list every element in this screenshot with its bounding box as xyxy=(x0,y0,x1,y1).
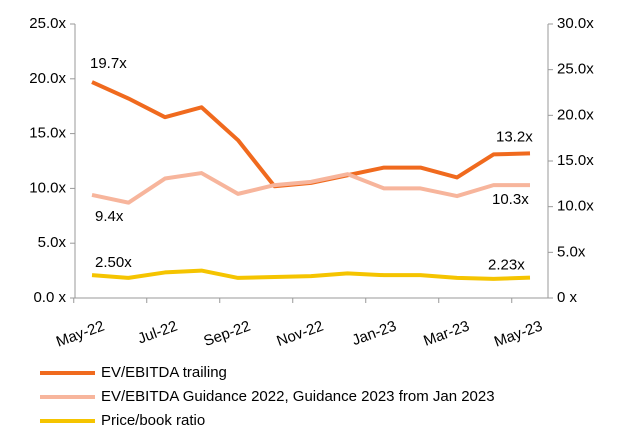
series-line xyxy=(91,268,531,281)
data-label: 2.50x xyxy=(95,254,132,271)
x-tick-label: Sep-22 xyxy=(201,318,252,351)
data-label: 13.2x xyxy=(496,128,533,145)
x-tick-label: May-23 xyxy=(492,318,545,351)
data-label: 9.4x xyxy=(95,208,124,225)
y2-tick-label: 5.0x xyxy=(557,243,586,260)
y2-tick-label: 20.0x xyxy=(557,106,594,123)
y2-tick-label: 15.0x xyxy=(557,152,594,169)
legend-label: Price/book ratio xyxy=(101,412,205,428)
x-tick-label: Jul-22 xyxy=(136,318,180,348)
y2-tick-label: 25.0x xyxy=(557,61,594,78)
y2-tick-label: 10.0x xyxy=(557,198,594,215)
legend-label: EV/EBITDA trailing xyxy=(101,364,227,381)
x-tick-label: May-22 xyxy=(54,318,107,351)
data-label: 2.23x xyxy=(488,257,525,274)
data-label: 10.3x xyxy=(492,191,529,208)
y-tick-label: 10.0x xyxy=(29,179,66,196)
y-tick-label: 15.0x xyxy=(29,125,66,142)
y2-tick-label: 0 x xyxy=(557,289,578,306)
series-line xyxy=(91,80,531,189)
legend-label: EV/EBITDA Guidance 2022, Guidance 2023 f… xyxy=(101,388,495,405)
series-line xyxy=(91,171,530,205)
y-tick-label: 20.0x xyxy=(29,70,66,87)
x-tick-label: Nov-22 xyxy=(274,318,325,351)
y-tick-label: 0.0 x xyxy=(33,289,66,306)
x-tick-label: Mar-23 xyxy=(421,318,471,350)
y-tick-label: 25.0x xyxy=(29,15,66,32)
y2-tick-label: 30.0x xyxy=(557,15,594,32)
data-label: 19.7x xyxy=(90,55,127,72)
y-tick-label: 5.0x xyxy=(38,234,67,251)
x-tick-label: Jan-23 xyxy=(350,318,399,350)
